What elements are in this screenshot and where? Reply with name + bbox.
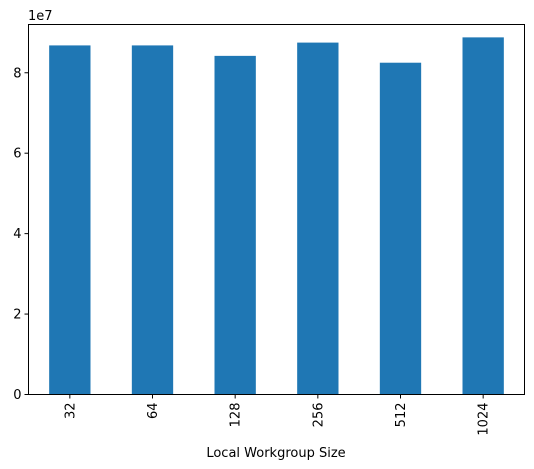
x-tick-label-512: 512 xyxy=(394,403,409,428)
y-tick-label-2: 4 xyxy=(13,227,21,242)
plot-frame xyxy=(28,24,525,395)
y-axis-scale-offset: 1e7 xyxy=(28,9,53,24)
bar-1024 xyxy=(462,37,504,395)
bar-128 xyxy=(214,55,256,395)
bar-32 xyxy=(49,45,91,395)
x-tick-label-1024: 1024 xyxy=(477,402,492,435)
y-tick-label-1: 2 xyxy=(13,308,21,323)
x-axis-ticks: 32 64 128 256 512 1024 xyxy=(63,394,492,436)
x-tick-label-64: 64 xyxy=(146,403,161,420)
x-tick-label-128: 128 xyxy=(229,403,244,428)
x-axis-label: Local Workgroup Size xyxy=(206,446,345,461)
bar-512 xyxy=(379,62,422,395)
y-tick-label-3: 6 xyxy=(13,147,21,162)
x-tick-label-32: 32 xyxy=(63,403,78,420)
bar-64 xyxy=(131,45,174,395)
y-axis-ticks: 0 2 4 6 8 xyxy=(13,66,29,403)
y-tick-label-4: 8 xyxy=(13,66,21,81)
y-tick-label-0: 0 xyxy=(13,388,21,403)
x-tick-label-256: 256 xyxy=(311,403,326,428)
bar-256 xyxy=(297,42,339,395)
bars-group xyxy=(49,37,504,395)
